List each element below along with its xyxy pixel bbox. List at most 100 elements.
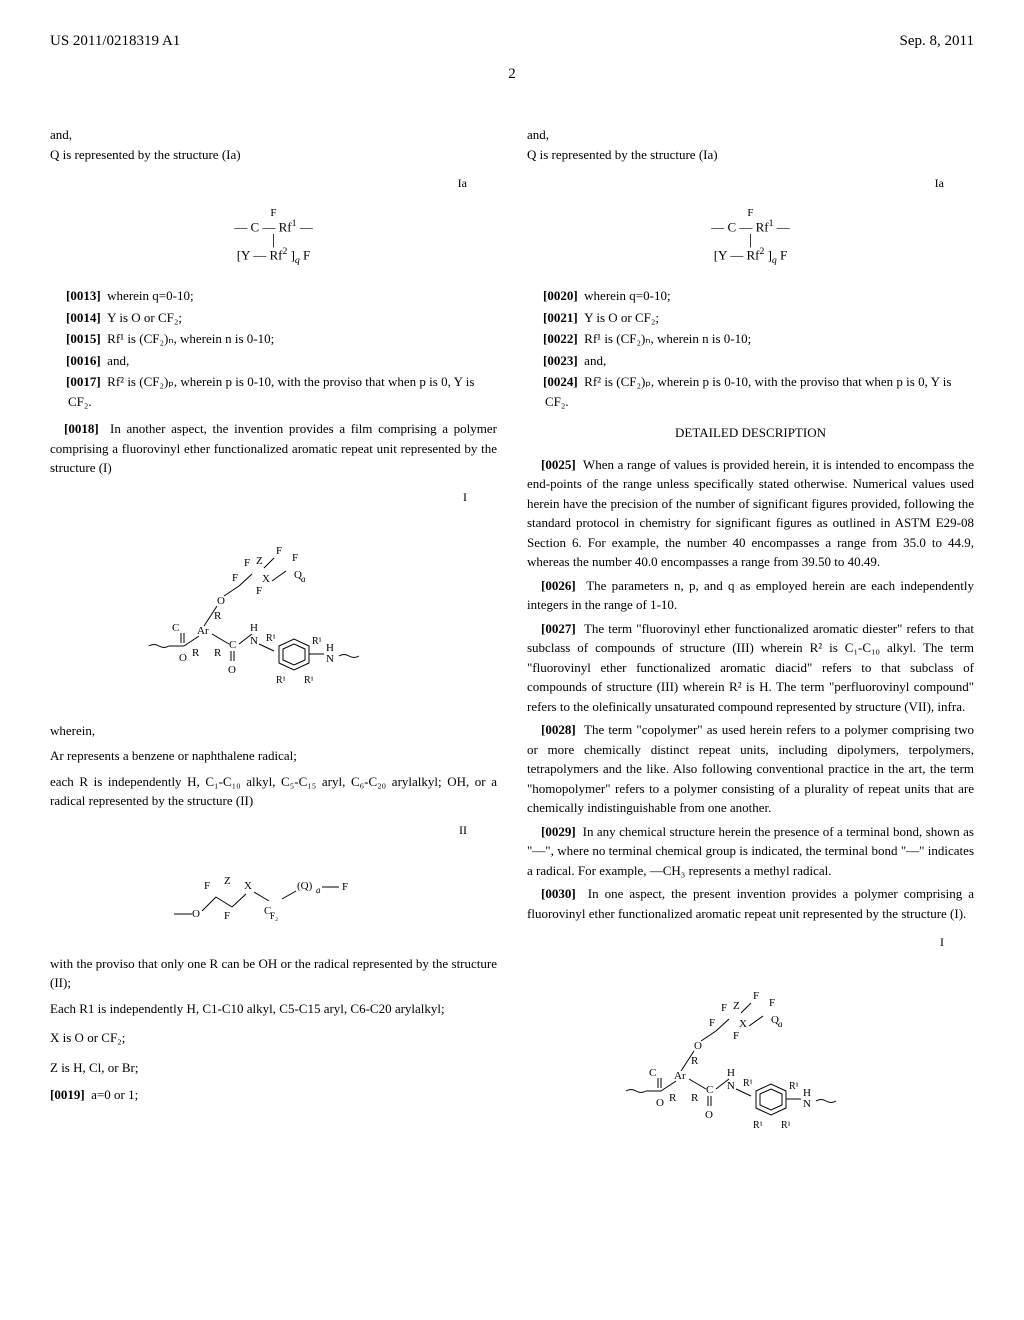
svg-text:O: O [656, 1097, 664, 1109]
para-num-0014: [0014] [66, 310, 101, 325]
svg-text:a: a [316, 885, 321, 895]
svg-text:N: N [250, 635, 258, 647]
para-0026: The parameters n, p, and q as employed h… [527, 578, 974, 613]
svg-text:a: a [778, 1019, 783, 1029]
q-intro-r: Q is represented by the structure (Ia) [527, 145, 974, 165]
svg-text:R¹: R¹ [312, 636, 322, 647]
svg-text:N: N [326, 653, 334, 665]
svg-text:(Q): (Q) [297, 880, 313, 892]
structure-label-ii: II [50, 821, 467, 839]
para-num-0017: [0017] [66, 374, 101, 389]
z-text: Z is H, Cl, or Br; [50, 1058, 497, 1078]
para-num-0028: [0028] [541, 722, 576, 737]
structure-label-i-r: I [527, 933, 944, 951]
svg-text:R: R [691, 1092, 699, 1104]
r1-text: Each R1 is independently H, C1-C10 alkyl… [50, 999, 497, 1019]
svg-text:Ar: Ar [674, 1070, 686, 1082]
svg-text:X: X [262, 573, 270, 585]
para-0029: In any chemical structure herein the pre… [527, 824, 974, 878]
svg-text:F: F [204, 880, 210, 892]
svg-text:F: F [753, 990, 759, 1002]
svg-text:C: C [172, 622, 179, 634]
svg-text:R¹: R¹ [753, 1120, 763, 1131]
para-num-0027: [0027] [541, 621, 576, 636]
para-num-0022: [0022] [543, 331, 578, 346]
svg-text:R¹: R¹ [781, 1120, 791, 1131]
para-0016: and, [107, 353, 129, 368]
svg-text:X: X [739, 1018, 747, 1030]
svg-text:N: N [727, 1080, 735, 1092]
x-text: X is O or CF₂; [50, 1028, 497, 1048]
svg-text:R¹: R¹ [276, 675, 286, 686]
svg-text:X: X [244, 880, 252, 892]
para-0027: The term "fluorovinyl ether functionaliz… [527, 621, 974, 714]
structure-ii: O F F Z X C F₂ (Q) a F [50, 859, 497, 929]
svg-text:a: a [301, 574, 306, 584]
para-0030: In one aspect, the present invention pro… [527, 886, 974, 921]
right-column: and, Q is represented by the structure (… [527, 125, 974, 1166]
svg-text:F: F [244, 557, 250, 569]
svg-text:R: R [214, 647, 222, 659]
svg-text:C: C [649, 1067, 656, 1079]
para-num-0015: [0015] [66, 331, 101, 346]
svg-text:C: C [706, 1084, 713, 1096]
para-0019: a=0 or 1; [91, 1087, 138, 1102]
svg-text:O: O [179, 652, 187, 664]
and-line-r: and, [527, 125, 974, 145]
svg-text:O: O [228, 664, 236, 676]
svg-text:F: F [709, 1017, 715, 1029]
svg-text:R: R [691, 1055, 699, 1067]
and-line: and, [50, 125, 497, 145]
para-num-0023: [0023] [543, 353, 578, 368]
svg-text:C: C [229, 639, 236, 651]
proviso: with the proviso that only one R can be … [50, 954, 497, 993]
patent-number: US 2011/0218319 A1 [50, 30, 180, 53]
para-num-0025: [0025] [541, 457, 576, 472]
structure-ia-r: F — C — Rf1 — │ [Y — Rf2 ]q F [527, 207, 974, 266]
para-0025: When a range of values is provided herei… [527, 457, 974, 570]
para-0018: In another aspect, the invention provide… [50, 421, 497, 475]
para-num-0030: [0030] [541, 886, 576, 901]
svg-text:Z: Z [733, 1000, 740, 1012]
wherein-label: wherein, [50, 721, 497, 741]
svg-text:R: R [214, 610, 222, 622]
para-0021: Y is O or CF₂; [584, 310, 659, 325]
svg-text:O: O [217, 595, 225, 607]
svg-text:R¹: R¹ [304, 675, 314, 686]
para-num-0029: [0029] [541, 824, 576, 839]
para-num-0013: [0013] [66, 288, 101, 303]
para-0014: Y is O or CF₂; [107, 310, 182, 325]
svg-text:O: O [705, 1109, 713, 1121]
svg-text:F: F [721, 1002, 727, 1014]
svg-text:F: F [276, 545, 282, 557]
svg-text:F: F [256, 585, 262, 597]
para-0013: wherein q=0-10; [107, 288, 193, 303]
svg-text:F: F [232, 572, 238, 584]
para-num-0018: [0018] [64, 421, 99, 436]
svg-text:R¹: R¹ [789, 1081, 799, 1092]
svg-text:F: F [292, 552, 298, 564]
wherein-r: each R is independently H, C₁-C₁₀ alkyl,… [50, 772, 497, 811]
para-num-0019: [0019] [50, 1087, 85, 1102]
svg-text:Z: Z [224, 875, 231, 887]
para-0022: Rf¹ is (CF₂)ₙ, wherein n is 0-10; [584, 331, 751, 346]
svg-text:F: F [769, 997, 775, 1009]
page-number: 2 [50, 63, 974, 86]
svg-text:R¹: R¹ [266, 633, 276, 644]
structure-label-ia: Ia [50, 174, 467, 192]
structure-label-i: I [50, 488, 467, 506]
detailed-description-heading: DETAILED DESCRIPTION [527, 423, 974, 443]
para-num-0020: [0020] [543, 288, 578, 303]
svg-text:R¹: R¹ [743, 1078, 753, 1089]
svg-text:F₂: F₂ [270, 911, 278, 921]
para-num-0026: [0026] [541, 578, 576, 593]
svg-text:Z: Z [256, 555, 263, 567]
patent-date: Sep. 8, 2011 [900, 30, 974, 53]
para-num-0024: [0024] [543, 374, 578, 389]
structure-i-r: O C Ar R R C O R O F [527, 971, 974, 1141]
svg-text:F: F [342, 881, 348, 893]
svg-text:N: N [803, 1098, 811, 1110]
para-0028: The term "copolymer" as used herein refe… [527, 722, 974, 815]
structure-label-ia-r: Ia [527, 174, 944, 192]
svg-text:F: F [224, 910, 230, 922]
